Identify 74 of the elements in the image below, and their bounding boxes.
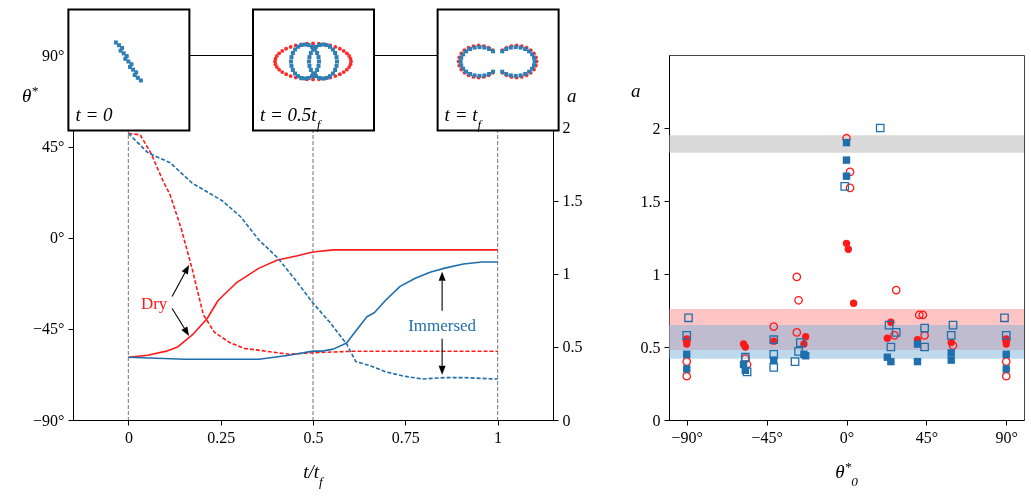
y-tick-label: −45° [33, 320, 65, 338]
point [769, 349, 779, 359]
point [883, 334, 892, 342]
x-tick-label: 0.5 [303, 428, 324, 446]
point [1002, 365, 1010, 373]
y-tick-label: 0° [50, 229, 65, 247]
y-tick-label: 45° [42, 138, 65, 156]
point [682, 330, 692, 340]
x-tick-label: 0 [124, 428, 133, 446]
point [886, 342, 896, 352]
point [914, 310, 924, 320]
point [920, 342, 929, 352]
y-tick-label: 0.5 [640, 338, 661, 356]
point [1001, 371, 1011, 381]
x-tick-label: 0.25 [207, 428, 236, 446]
x-tick-label: 90° [995, 428, 1018, 446]
point [845, 183, 855, 193]
y-tick-label: 90° [42, 47, 65, 64]
point [794, 347, 803, 356]
point [842, 172, 851, 180]
x-tick-label: −45° [751, 428, 783, 446]
annotation: t = 0 [75, 103, 113, 125]
point [769, 322, 779, 331]
y-tick-label: 2 [652, 119, 661, 137]
point [887, 357, 895, 366]
point [920, 323, 929, 333]
y2-tick-label: 0.5 [562, 338, 583, 356]
x-tick-label: 45° [915, 428, 939, 446]
point [795, 338, 805, 347]
point [842, 156, 851, 164]
point [1001, 330, 1011, 340]
point [794, 295, 803, 305]
x-axis-title: t/t$_{f}$ [303, 461, 326, 489]
annotation: Dry [140, 293, 168, 313]
annotation: Immersed [408, 315, 477, 335]
point [913, 340, 922, 348]
x-tick-label: 0.75 [391, 428, 420, 446]
point [884, 320, 894, 330]
y2-tick-label: 1 [562, 265, 571, 283]
point [946, 330, 956, 340]
point [770, 356, 778, 364]
y-tick-label: −90° [33, 411, 65, 429]
point [947, 349, 955, 357]
point [891, 285, 901, 295]
x-tick-label: −90° [671, 428, 703, 446]
point [682, 357, 692, 366]
y-tick-label: 1.5 [640, 192, 661, 210]
point [840, 182, 850, 191]
x-tick-label: 1 [494, 428, 503, 446]
point [844, 245, 852, 253]
point [684, 313, 693, 323]
x-tick-label: 0° [839, 428, 855, 446]
point [849, 299, 858, 307]
y-axis-title: a [631, 80, 641, 101]
y2-tick-label: 1.5 [562, 192, 583, 210]
y2-axis-title: a [567, 85, 577, 106]
y2-tick-label: 0 [562, 411, 571, 429]
point [682, 371, 692, 381]
point [769, 363, 779, 372]
y2-tick-label: 2 [562, 119, 571, 137]
point [845, 167, 855, 177]
point [790, 357, 800, 366]
point [1000, 313, 1009, 323]
y-tick-label: 0 [652, 411, 661, 429]
y-tick-label: 1 [652, 265, 661, 283]
point [948, 320, 958, 330]
point [683, 365, 691, 373]
y-axis-title: θ$^{*}$ [22, 82, 39, 106]
point [792, 272, 802, 282]
point [1001, 357, 1011, 366]
point [792, 328, 802, 337]
point [875, 123, 885, 133]
point [842, 239, 851, 248]
point [918, 310, 928, 320]
